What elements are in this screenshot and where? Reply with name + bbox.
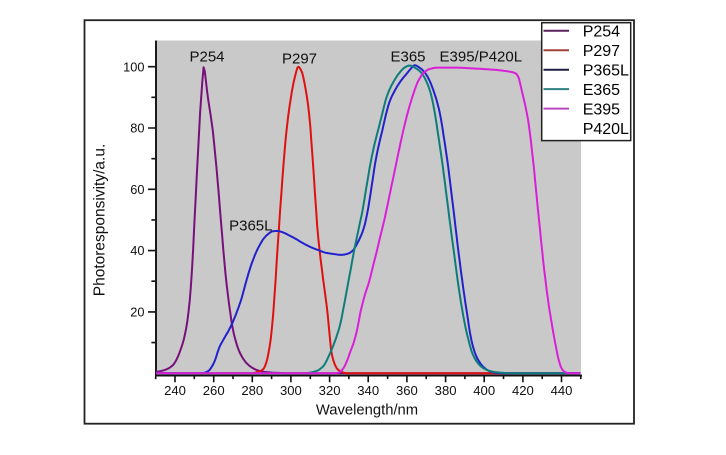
svg-text:E365: E365: [583, 82, 620, 99]
svg-text:40: 40: [130, 243, 144, 258]
svg-text:240: 240: [164, 383, 186, 398]
svg-text:P297: P297: [282, 51, 317, 68]
svg-text:Wavelength/nm: Wavelength/nm: [316, 403, 418, 419]
svg-text:380: 380: [435, 383, 457, 398]
svg-text:60: 60: [130, 182, 144, 197]
svg-text:Photoresponsivity/a.u.: Photoresponsivity/a.u.: [92, 144, 109, 297]
svg-text:440: 440: [551, 383, 573, 398]
svg-text:P365L: P365L: [229, 218, 272, 235]
svg-text:100: 100: [123, 59, 144, 74]
svg-text:P254: P254: [189, 49, 224, 66]
svg-text:360: 360: [396, 383, 418, 398]
svg-text:E365: E365: [390, 49, 425, 66]
svg-text:320: 320: [319, 383, 341, 398]
svg-text:P254: P254: [583, 24, 620, 41]
svg-text:E395/P420L: E395/P420L: [440, 49, 523, 66]
svg-text:20: 20: [130, 305, 144, 320]
svg-text:260: 260: [203, 383, 225, 398]
svg-text:300: 300: [280, 383, 302, 398]
svg-text:P297: P297: [583, 43, 620, 60]
svg-text:280: 280: [241, 383, 263, 398]
svg-text:340: 340: [357, 383, 379, 398]
svg-text:400: 400: [473, 383, 495, 398]
svg-text:P365L: P365L: [583, 63, 629, 80]
svg-text:P420L: P420L: [583, 121, 629, 138]
svg-text:80: 80: [130, 121, 144, 136]
svg-text:E395: E395: [583, 101, 620, 118]
svg-text:420: 420: [512, 383, 534, 398]
